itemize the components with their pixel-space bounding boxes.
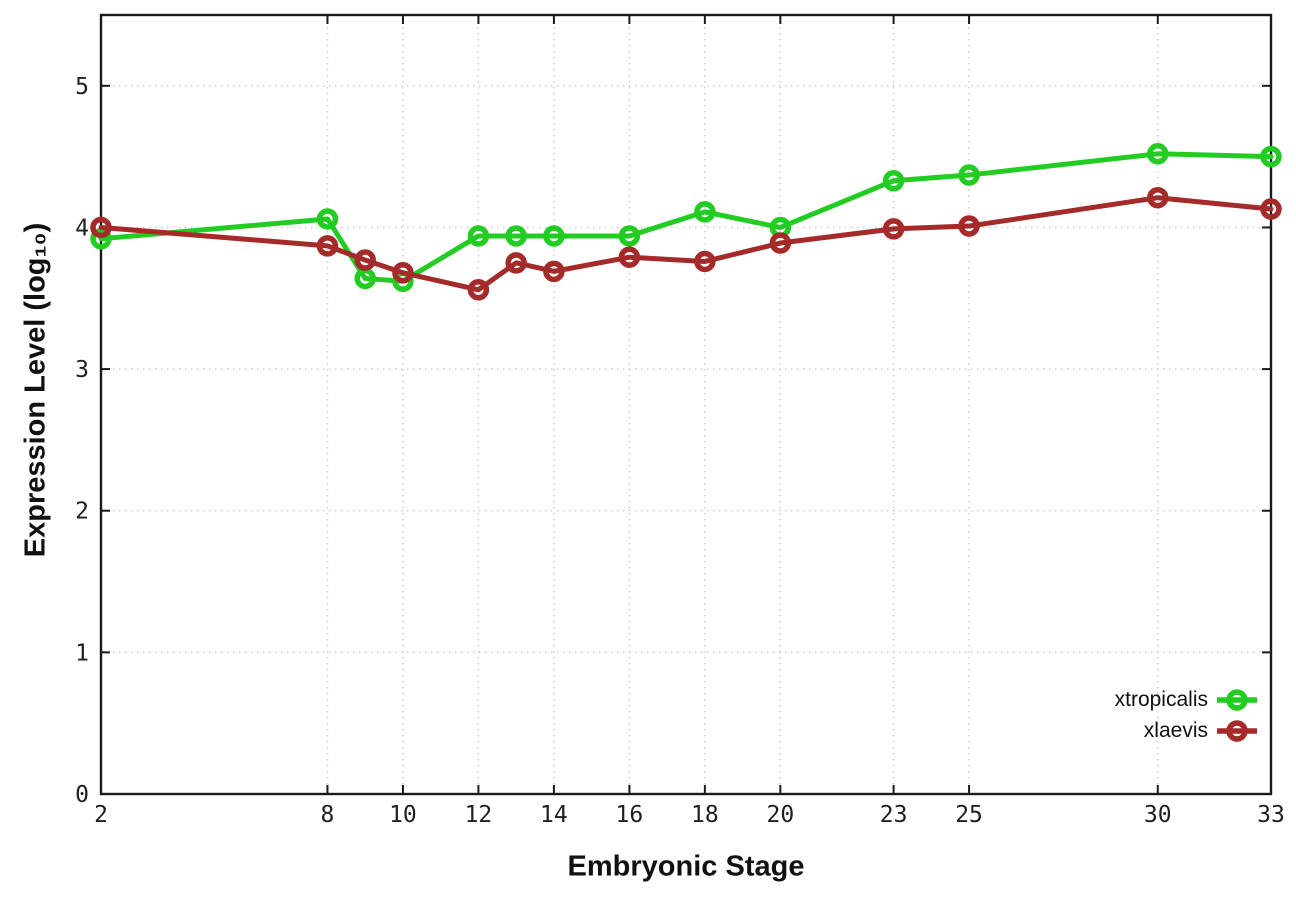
x-tick-label-20: 20 [767, 802, 795, 828]
legend-item-xtropicalis: xtropicalis [1115, 685, 1260, 715]
data-point-xlaevis-2 [90, 216, 112, 239]
data-point-xtropicalis-30 [1147, 143, 1169, 165]
data-point-xlaevis-25 [958, 215, 980, 237]
legend-label-xtropicalis: xtropicalis [1114, 688, 1208, 711]
plot-border [99, 13, 1273, 796]
x-tick-label-30: 30 [1144, 802, 1172, 828]
x-tick-label-12: 12 [465, 802, 493, 828]
x-tick-label-14: 14 [540, 802, 568, 828]
y-tick-label-1: 1 [75, 640, 89, 666]
data-point-xlaevis-13 [505, 252, 527, 274]
data-point-xlaevis-33 [1260, 198, 1282, 220]
y-axis-title: Expression Level (log₁₀) [19, 222, 52, 558]
x-tick-label-18: 18 [691, 802, 719, 828]
x-tick-label-10: 10 [389, 802, 417, 828]
legend-label-xlaevis: xlaevis [1143, 719, 1208, 742]
legend-marker-xtropicalis [1217, 689, 1257, 711]
y-tick-label-0: 0 [75, 782, 89, 808]
data-point-xlaevis-30 [1147, 186, 1169, 209]
data-point-xtropicalis-16 [618, 225, 641, 247]
y-tick-label-2: 2 [75, 499, 89, 525]
x-tick-label-23: 23 [880, 802, 908, 828]
data-point-xlaevis-8 [316, 235, 339, 257]
x-tick-label-16: 16 [616, 802, 644, 828]
data-point-xtropicalis-12 [467, 225, 490, 247]
legend: xtropicalis xlaevis [1115, 685, 1260, 746]
data-point-xlaevis-9 [354, 249, 376, 271]
legend-item-xlaevis: xlaevis [1115, 716, 1260, 746]
y-tick-label-3: 3 [75, 357, 89, 383]
legend-marker-xlaevis [1217, 720, 1257, 742]
x-tick-label-25: 25 [955, 802, 983, 828]
data-point-xtropicalis-23 [882, 169, 905, 192]
data-point-xtropicalis-25 [958, 164, 980, 186]
data-point-xtropicalis-2 [90, 228, 112, 250]
data-point-xlaevis-16 [618, 246, 641, 268]
x-tick-label-33: 33 [1257, 802, 1285, 828]
data-point-xtropicalis-14 [543, 225, 565, 247]
data-point-xtropicalis-8 [316, 208, 339, 230]
data-point-xlaevis-20 [769, 232, 792, 254]
data-point-xlaevis-23 [882, 218, 905, 240]
data-point-xtropicalis-18 [694, 201, 716, 223]
data-point-xlaevis-12 [467, 279, 490, 301]
x-axis-title: Embryonic Stage [567, 850, 805, 883]
data-point-xlaevis-18 [694, 250, 716, 273]
x-tick-label-8: 8 [321, 802, 335, 828]
y-tick-label-5: 5 [75, 74, 89, 100]
data-point-xlaevis-14 [543, 260, 565, 283]
data-point-xlaevis-10 [392, 262, 414, 284]
data-point-xtropicalis-33 [1260, 145, 1282, 168]
series-line-xlaevis [98, 195, 1274, 293]
data-point-xtropicalis-13 [505, 225, 527, 247]
x-tick-label-2: 2 [94, 802, 108, 828]
y-tick-label-4: 4 [75, 215, 89, 241]
